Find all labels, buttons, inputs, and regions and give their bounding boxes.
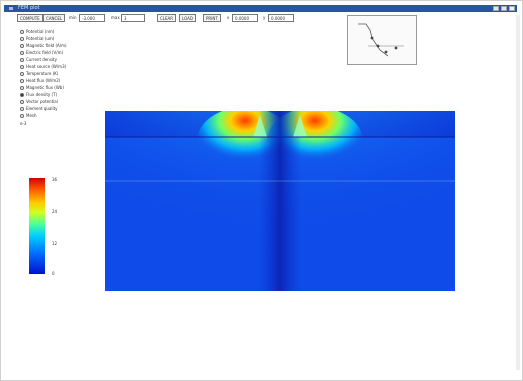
color-scale-tick: 12 bbox=[52, 241, 58, 246]
electrode-right bbox=[293, 115, 307, 137]
min-label: min bbox=[69, 15, 77, 20]
geometry-node bbox=[370, 36, 374, 40]
radio-button-icon[interactable] bbox=[20, 64, 24, 69]
geometry-inset bbox=[347, 15, 417, 65]
field-option[interactable]: Electric field (V/m) bbox=[20, 49, 90, 56]
y-label: y bbox=[263, 15, 266, 20]
radio-button-icon[interactable] bbox=[20, 57, 24, 62]
field-option-label: Mesh bbox=[26, 113, 37, 118]
geometry-node bbox=[394, 46, 398, 50]
x-label: x bbox=[227, 15, 230, 20]
geometry-node bbox=[376, 44, 380, 48]
geometry-outline bbox=[358, 23, 389, 57]
radio-button-icon[interactable] bbox=[20, 29, 24, 34]
radio-button-icon[interactable] bbox=[20, 85, 24, 90]
field-option[interactable]: Mesh bbox=[20, 112, 90, 119]
field-option-label: Magnetic field (A/m) bbox=[26, 43, 67, 48]
load-button[interactable]: LOAD bbox=[179, 14, 196, 22]
exponent-label: e-3 bbox=[20, 121, 27, 126]
color-scale-tick: 0 bbox=[52, 271, 55, 276]
minimize-icon[interactable] bbox=[493, 6, 499, 11]
field-option-label: Flux density (T) bbox=[26, 92, 58, 97]
window-title: FEM plot bbox=[18, 5, 40, 11]
radio-button-icon[interactable] bbox=[20, 36, 24, 41]
field-option[interactable]: Potential (um) bbox=[20, 35, 90, 42]
radio-button-icon[interactable] bbox=[20, 113, 24, 118]
radio-button-icon[interactable] bbox=[20, 78, 24, 83]
y-coordinate-input[interactable]: 0.0000 bbox=[268, 14, 294, 22]
x-coordinate-input[interactable]: 0.0000 bbox=[232, 14, 258, 22]
electrode-left bbox=[253, 115, 267, 137]
field-option-label: Heat source (W/m3) bbox=[26, 64, 67, 69]
radio-button-icon[interactable] bbox=[20, 92, 24, 97]
field-option-label: Magnetic flux (Wb) bbox=[26, 85, 64, 90]
field-option[interactable]: Temperature (K) bbox=[20, 70, 90, 77]
field-option[interactable]: Flux density (T) bbox=[20, 91, 90, 98]
max-label: max bbox=[111, 15, 120, 20]
scrollbar[interactable] bbox=[516, 15, 520, 370]
field-heatmap[interactable] bbox=[105, 111, 455, 291]
field-option[interactable]: Heat flux (W/m2) bbox=[20, 77, 90, 84]
field-option-label: Potential (um) bbox=[26, 36, 55, 41]
field-option-label: Potential (nm) bbox=[26, 29, 55, 34]
radio-button-icon[interactable] bbox=[20, 99, 24, 104]
field-option-label: Vector potential bbox=[26, 99, 58, 104]
field-option[interactable]: Magnetic flux (Wb) bbox=[20, 84, 90, 91]
center-gap bbox=[105, 111, 455, 291]
radio-button-icon[interactable] bbox=[20, 50, 24, 55]
field-option-list: Potential (nm) Potential (um) Magnetic fie… bbox=[20, 28, 90, 119]
field-option[interactable]: Potential (nm) bbox=[20, 28, 90, 35]
field-option[interactable]: Heat source (W/m3) bbox=[20, 63, 90, 70]
field-option-label: Current density bbox=[26, 57, 57, 62]
field-option-label: Element quality bbox=[26, 106, 58, 111]
field-option[interactable]: Current density bbox=[20, 56, 90, 63]
geometry-node bbox=[384, 50, 388, 54]
min-input[interactable]: -3.000 bbox=[79, 14, 105, 22]
print-button[interactable]: PRINT bbox=[203, 14, 221, 22]
color-scale-tick: 24 bbox=[52, 209, 58, 214]
color-scale-tick: 36 bbox=[52, 177, 58, 182]
field-option[interactable]: Magnetic field (A/m) bbox=[20, 42, 90, 49]
max-input[interactable]: 3 bbox=[121, 14, 145, 22]
radio-button-icon[interactable] bbox=[20, 106, 24, 111]
field-option[interactable]: Element quality bbox=[20, 105, 90, 112]
field-option-label: Heat flux (W/m2) bbox=[26, 78, 61, 83]
close-icon[interactable] bbox=[509, 6, 515, 11]
toolbar: COMPUTE CANCEL min -3.000 max 3 CLEAR LO… bbox=[17, 14, 297, 24]
field-option-label: Temperature (K) bbox=[26, 71, 59, 76]
color-scale-bar bbox=[29, 178, 45, 274]
cancel-button[interactable]: CANCEL bbox=[43, 14, 66, 22]
radio-button-icon[interactable] bbox=[20, 43, 24, 48]
title-bar[interactable]: FEM plot bbox=[4, 5, 517, 12]
maximize-icon[interactable] bbox=[501, 6, 507, 11]
field-option[interactable]: Vector potential bbox=[20, 98, 90, 105]
app-icon bbox=[9, 7, 13, 10]
clear-button[interactable]: CLEAR bbox=[157, 14, 177, 22]
radio-button-icon[interactable] bbox=[20, 71, 24, 76]
field-option-label: Electric field (V/m) bbox=[26, 50, 64, 55]
compute-button[interactable]: COMPUTE bbox=[17, 14, 43, 22]
